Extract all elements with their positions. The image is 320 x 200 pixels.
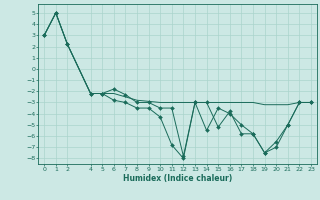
X-axis label: Humidex (Indice chaleur): Humidex (Indice chaleur) — [123, 174, 232, 183]
